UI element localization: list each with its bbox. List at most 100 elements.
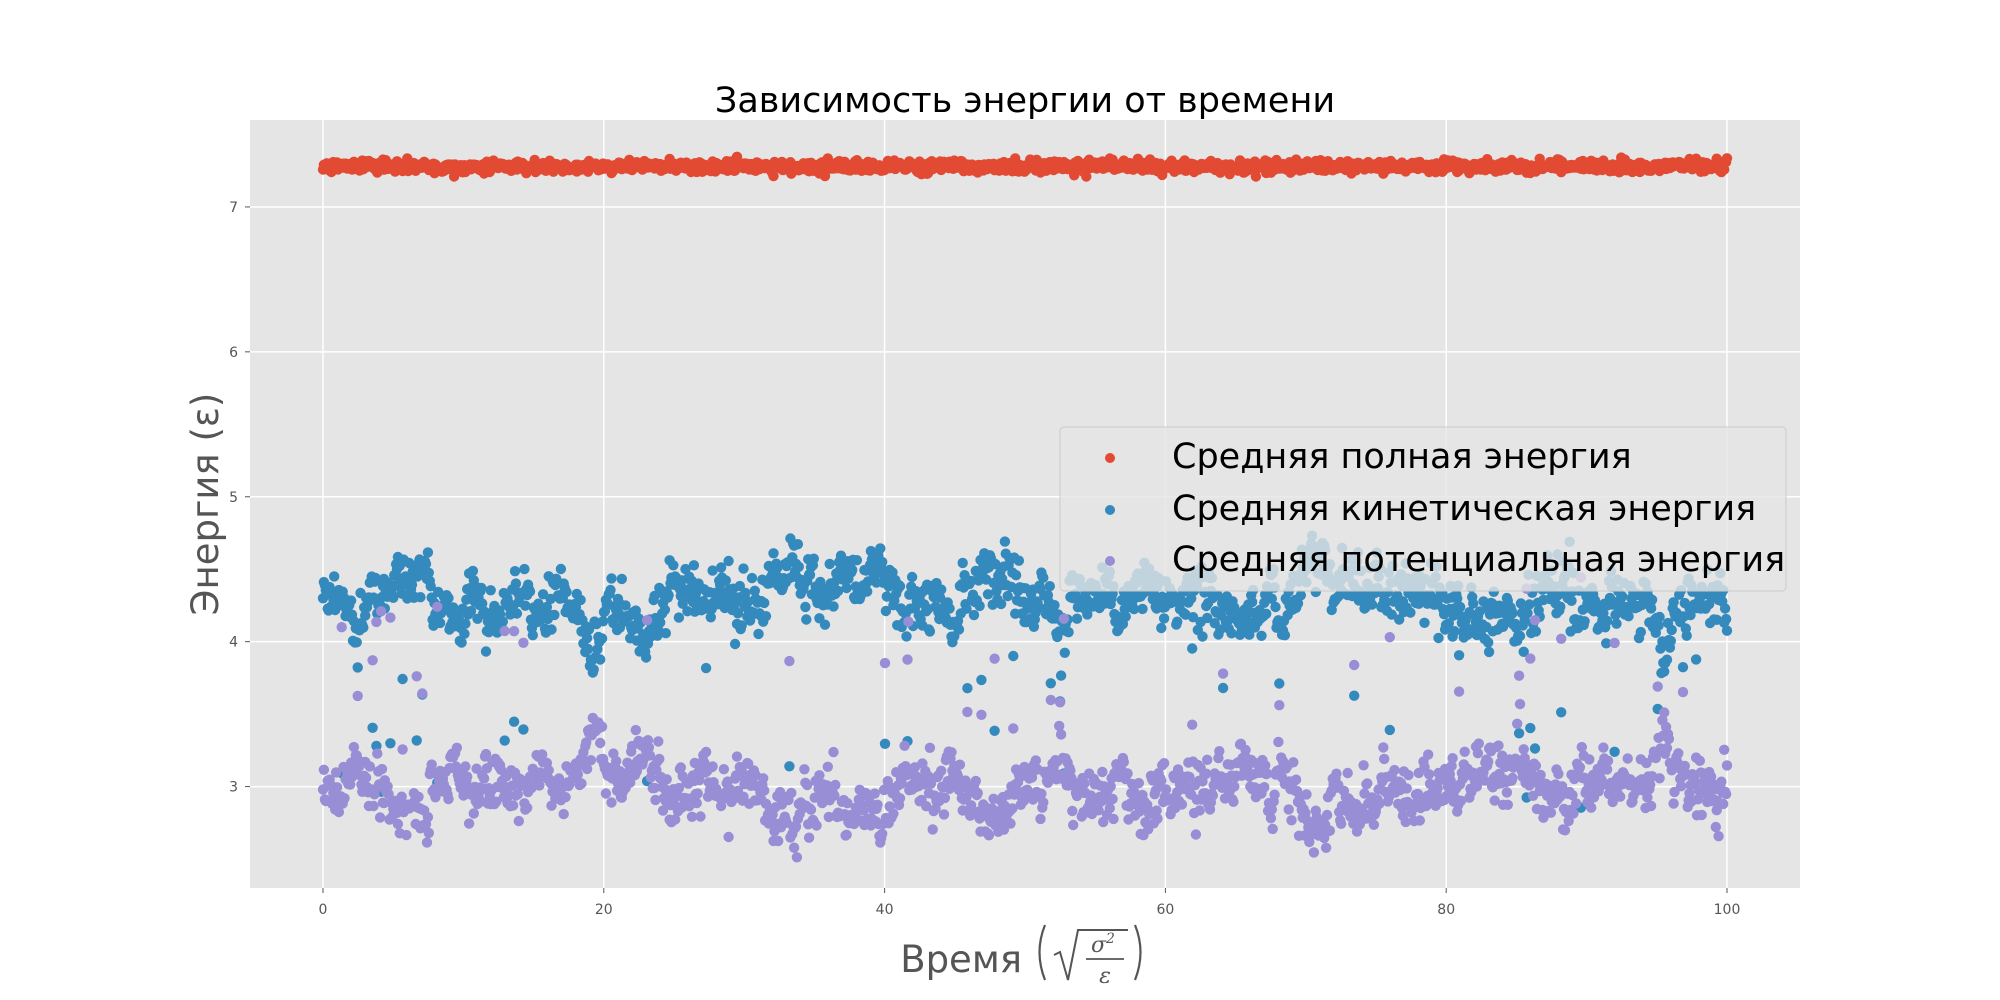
- point-potential: [1266, 804, 1278, 815]
- point-kinetic: [705, 612, 716, 623]
- point-total: [819, 170, 831, 182]
- point-potential: [1471, 781, 1483, 792]
- point-kinetic: [862, 586, 873, 597]
- point-potential: [460, 761, 471, 772]
- point-potential: [378, 797, 390, 809]
- point-potential: [1389, 764, 1400, 776]
- point-kinetic: [901, 631, 912, 642]
- point-potential: [1305, 829, 1317, 841]
- point-kinetic: [1197, 631, 1208, 642]
- point-kinetic: [1274, 678, 1285, 689]
- point-potential: [401, 829, 412, 841]
- point-potential: [1559, 825, 1571, 836]
- point-kinetic: [808, 553, 819, 564]
- point-potential: [1202, 754, 1213, 765]
- x-tick-label: 100: [1714, 902, 1741, 918]
- point-kinetic: [555, 563, 567, 575]
- point-potential: [1673, 748, 1684, 759]
- point-kinetic: [597, 616, 609, 627]
- point-potential: [1151, 805, 1162, 816]
- point-potential: [1514, 698, 1526, 710]
- point-potential: [1710, 821, 1722, 833]
- point-potential: [543, 765, 554, 776]
- point-potential: [368, 800, 379, 812]
- point-potential: [903, 616, 914, 627]
- point-potential: [417, 688, 428, 699]
- legend-marker-total: [1105, 453, 1115, 463]
- point-potential: [385, 612, 396, 623]
- point-potential: [830, 779, 841, 791]
- point-kinetic: [1721, 625, 1733, 636]
- point-kinetic: [1059, 647, 1071, 658]
- point-kinetic: [1226, 628, 1237, 639]
- legend-label-kinetic: Средняя кинетическая энергия: [1172, 489, 1756, 529]
- point-kinetic: [406, 579, 418, 590]
- point-potential: [1661, 742, 1673, 754]
- point-potential: [707, 761, 718, 772]
- point-potential: [650, 794, 661, 806]
- point-potential: [1122, 768, 1133, 779]
- point-potential: [784, 655, 795, 667]
- point-potential: [759, 785, 770, 796]
- point-potential: [1240, 744, 1251, 756]
- point-kinetic: [968, 609, 980, 621]
- point-potential: [936, 765, 947, 776]
- point-potential: [426, 759, 437, 770]
- point-potential: [791, 852, 803, 863]
- point-kinetic: [1677, 662, 1689, 673]
- point-potential: [1675, 781, 1687, 792]
- point-kinetic: [1156, 622, 1167, 634]
- point-kinetic: [1468, 598, 1479, 609]
- point-potential: [1030, 755, 1042, 766]
- point-kinetic: [677, 598, 688, 609]
- point-potential: [480, 748, 492, 760]
- point-kinetic: [1202, 612, 1213, 624]
- point-kinetic: [953, 624, 965, 635]
- point-potential: [1176, 799, 1188, 810]
- point-potential: [1158, 758, 1170, 769]
- point-potential: [1645, 779, 1656, 790]
- point-potential: [1584, 754, 1595, 765]
- point-kinetic: [655, 617, 666, 628]
- point-potential: [1118, 756, 1130, 768]
- point-potential: [1228, 796, 1239, 807]
- point-kinetic: [760, 611, 772, 622]
- point-potential: [1473, 738, 1485, 749]
- point-potential: [786, 787, 797, 799]
- y-tick-label: 4: [229, 635, 238, 651]
- point-kinetic: [793, 561, 804, 572]
- point-potential: [1335, 818, 1347, 829]
- point-potential: [930, 803, 941, 814]
- point-kinetic: [999, 536, 1011, 547]
- point-potential: [1459, 746, 1470, 757]
- point-kinetic: [508, 716, 520, 727]
- point-kinetic: [962, 683, 973, 694]
- point-potential: [805, 804, 817, 815]
- point-kinetic: [1454, 601, 1466, 613]
- point-kinetic: [329, 571, 340, 582]
- point-potential: [596, 721, 608, 732]
- point-potential: [367, 655, 378, 666]
- point-potential: [600, 788, 612, 799]
- point-potential: [558, 808, 569, 820]
- point-potential: [654, 753, 665, 765]
- point-kinetic: [1380, 597, 1392, 608]
- point-potential: [1615, 791, 1626, 802]
- point-potential: [392, 818, 404, 830]
- point-potential: [522, 802, 533, 813]
- point-potential: [1362, 778, 1373, 789]
- point-kinetic: [606, 573, 617, 584]
- point-kinetic: [1008, 650, 1019, 662]
- point-potential: [965, 810, 976, 821]
- x-tick-label: 80: [1437, 902, 1455, 918]
- point-potential: [939, 792, 951, 804]
- x-axis-label: Время: [900, 938, 1022, 981]
- point-potential: [507, 800, 519, 811]
- point-kinetic: [1666, 624, 1677, 636]
- point-kinetic: [1120, 611, 1131, 622]
- point-kinetic: [663, 590, 674, 601]
- point-potential: [413, 791, 424, 802]
- point-kinetic: [1513, 728, 1525, 739]
- point-potential: [899, 740, 910, 751]
- point-kinetic: [1555, 601, 1566, 612]
